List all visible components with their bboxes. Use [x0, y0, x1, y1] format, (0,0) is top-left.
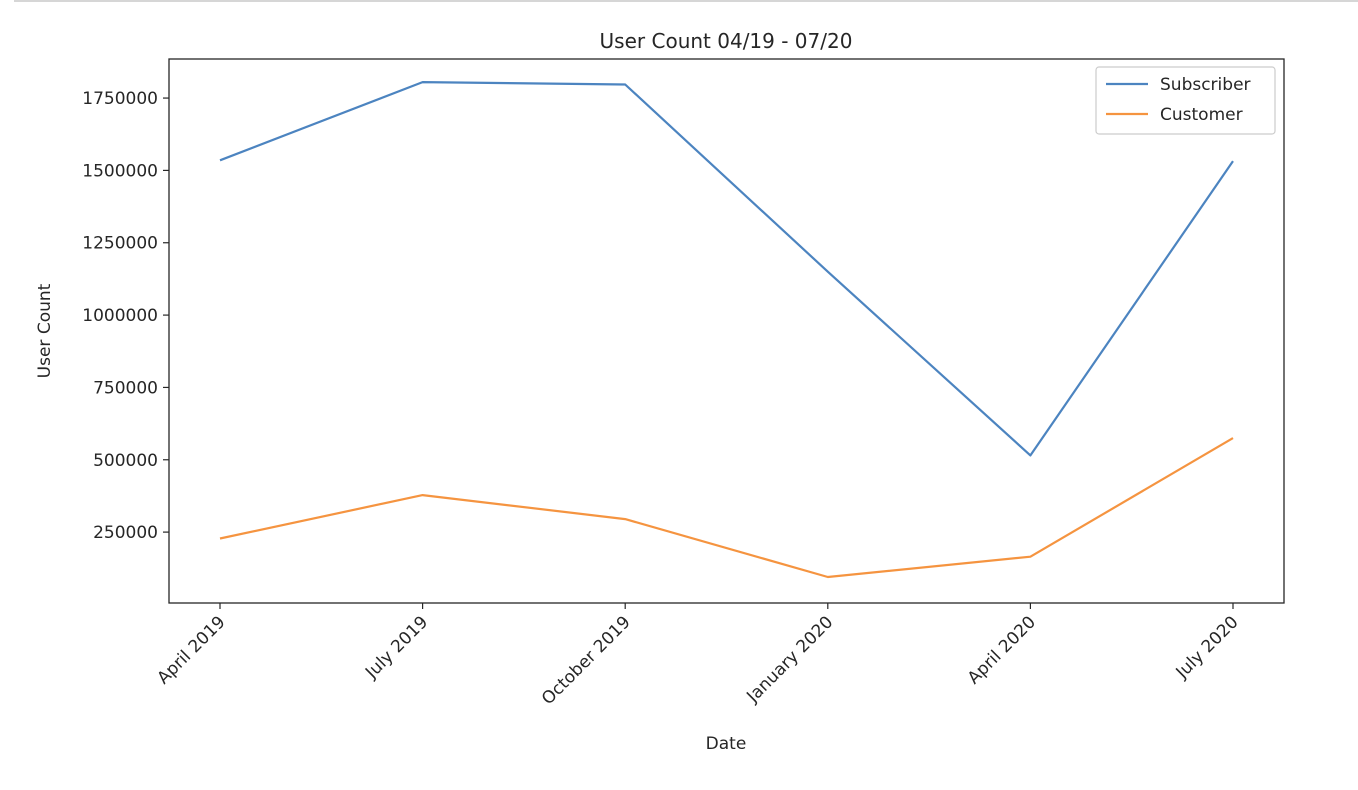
y-tick-label: 1000000: [82, 306, 158, 326]
x-tick-label: April 2020: [964, 612, 1040, 688]
x-tick-label: October 2019: [538, 612, 635, 709]
series-line-subscriber: [219, 80, 1234, 457]
series-layer: [219, 80, 1234, 579]
plot-area: [169, 59, 1284, 603]
y-tick-label: 250000: [93, 523, 158, 543]
y-axis-label: User Count: [35, 283, 55, 378]
y-axis: 250000 500000 750000 1000000 1250000 1500000 1…: [82, 89, 169, 543]
legend-label-subscriber: Subscriber: [1160, 75, 1251, 95]
plot-frame: [168, 58, 1285, 604]
series-line-customer: [219, 437, 1234, 579]
x-tick-label: July 2019: [361, 612, 432, 683]
y-tick-label: 750000: [93, 378, 158, 398]
x-tick-label: July 2020: [1172, 612, 1243, 683]
y-tick-label: 1250000: [82, 234, 158, 254]
x-tick-label: January 2020: [742, 612, 837, 707]
legend-label-customer: Customer: [1160, 105, 1243, 125]
y-tick-label: 1750000: [82, 89, 158, 109]
y-tick-label: 500000: [93, 451, 158, 471]
x-axis-label: Date: [706, 734, 747, 754]
top-divider: [14, 0, 1358, 2]
chart-title: User Count 04/19 - 07/20: [600, 29, 853, 53]
x-axis: April 2019 July 2019 October 2019 January 2…: [153, 603, 1243, 709]
legend: Subscriber Customer: [1095, 66, 1276, 135]
y-tick-label: 1500000: [82, 161, 158, 181]
x-tick-label: April 2019: [153, 612, 229, 688]
